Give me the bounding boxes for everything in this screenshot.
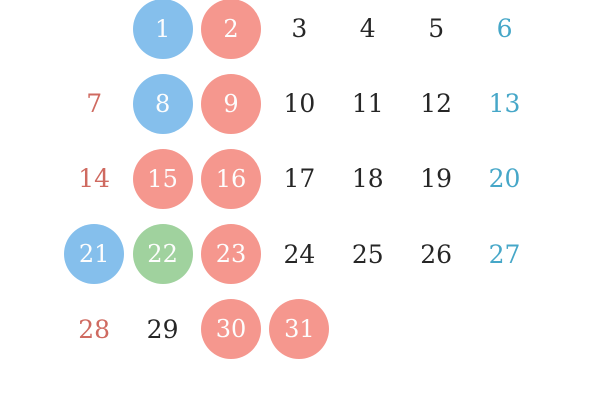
day-cell-16[interactable]: 16: [197, 141, 265, 216]
day-number: 20: [488, 164, 521, 194]
day-number: 7: [86, 89, 103, 119]
calendar-grid: 1 2 3 4 5 6 7 8 9 10 11 12 13 14 15 16 17 18 19 20 21 22 23 24 2…: [60, 0, 539, 367]
day-number: 24: [283, 239, 316, 269]
empty-cell: [470, 292, 538, 367]
day-number: 25: [351, 239, 384, 269]
day-cell-17[interactable]: 17: [265, 141, 333, 216]
day-number: 26: [420, 239, 453, 269]
day-number: 14: [78, 164, 111, 194]
day-cell-1[interactable]: 1: [128, 0, 196, 66]
day-cell-3[interactable]: 3: [265, 0, 333, 66]
day-circle-highlight: 8: [132, 73, 193, 134]
day-cell-26[interactable]: 26: [402, 217, 470, 292]
day-cell-13[interactable]: 13: [470, 66, 538, 141]
day-cell-15[interactable]: 15: [128, 141, 196, 216]
day-cell-27[interactable]: 27: [470, 217, 538, 292]
day-cell-24[interactable]: 24: [265, 217, 333, 292]
day-circle-highlight: 30: [200, 299, 261, 360]
day-number: 29: [146, 314, 179, 344]
day-cell-11[interactable]: 11: [334, 66, 402, 141]
day-cell-7[interactable]: 7: [60, 66, 128, 141]
day-circle-highlight: 23: [200, 224, 261, 285]
day-cell-21[interactable]: 21: [60, 217, 128, 292]
day-number: 27: [488, 239, 521, 269]
day-number: 17: [283, 164, 316, 194]
day-circle-highlight: 16: [200, 148, 261, 209]
day-number: 10: [283, 89, 316, 119]
day-cell-22[interactable]: 22: [128, 217, 196, 292]
empty-cell: [402, 292, 470, 367]
day-cell-8[interactable]: 8: [128, 66, 196, 141]
day-cell-9[interactable]: 9: [197, 66, 265, 141]
day-number: 3: [291, 14, 308, 44]
day-cell-31[interactable]: 31: [265, 292, 333, 367]
day-cell-30[interactable]: 30: [197, 292, 265, 367]
day-cell-14[interactable]: 14: [60, 141, 128, 216]
day-cell-2[interactable]: 2: [197, 0, 265, 66]
day-circle-highlight: 22: [132, 224, 193, 285]
day-cell-6[interactable]: 6: [470, 0, 538, 66]
day-number: 18: [351, 164, 384, 194]
day-cell-5[interactable]: 5: [402, 0, 470, 66]
day-circle-highlight: 31: [269, 299, 330, 360]
day-number: 19: [420, 164, 453, 194]
empty-cell: [60, 0, 128, 66]
day-cell-25[interactable]: 25: [334, 217, 402, 292]
day-circle-highlight: 1: [132, 0, 193, 59]
day-cell-20[interactable]: 20: [470, 141, 538, 216]
day-number: 12: [420, 89, 453, 119]
day-cell-18[interactable]: 18: [334, 141, 402, 216]
day-number: 11: [351, 89, 384, 119]
day-number: 28: [78, 314, 111, 344]
day-cell-29[interactable]: 29: [128, 292, 196, 367]
empty-cell: [334, 292, 402, 367]
day-number: 4: [359, 14, 376, 44]
day-circle-highlight: 2: [200, 0, 261, 59]
day-number: 6: [496, 14, 513, 44]
day-number: 13: [488, 89, 521, 119]
day-cell-4[interactable]: 4: [334, 0, 402, 66]
day-cell-23[interactable]: 23: [197, 217, 265, 292]
day-circle-highlight: 15: [132, 148, 193, 209]
day-cell-19[interactable]: 19: [402, 141, 470, 216]
day-circle-highlight: 9: [200, 73, 261, 134]
day-cell-10[interactable]: 10: [265, 66, 333, 141]
day-cell-28[interactable]: 28: [60, 292, 128, 367]
day-number: 5: [428, 14, 445, 44]
day-circle-highlight: 21: [64, 224, 125, 285]
day-cell-12[interactable]: 12: [402, 66, 470, 141]
